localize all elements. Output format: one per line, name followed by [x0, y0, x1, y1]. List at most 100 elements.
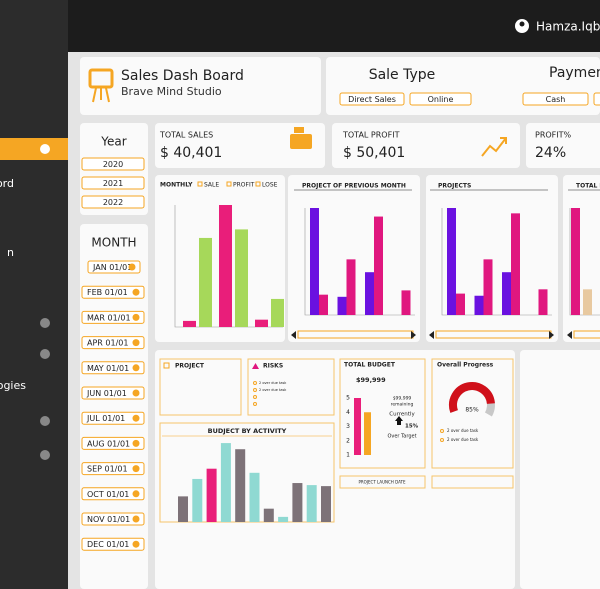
chevron[interactable] — [40, 349, 50, 359]
bar — [538, 289, 548, 315]
filter-label: 2022 — [103, 198, 123, 207]
legend-label: SALE — [204, 182, 219, 189]
board-icon — [88, 68, 114, 89]
bar — [263, 508, 274, 522]
bar — [364, 412, 371, 455]
filter-button[interactable] — [81, 157, 145, 171]
box-title: PROJECT — [175, 363, 205, 370]
bar — [571, 208, 580, 315]
month-label: FEB 01/01 — [87, 288, 128, 297]
month-chevron[interactable] — [132, 339, 140, 347]
chevron[interactable] — [40, 450, 50, 460]
bar — [374, 216, 383, 315]
month-chevron[interactable] — [132, 439, 140, 447]
risk-item: 2 over due task — [259, 381, 287, 385]
month-button[interactable] — [81, 336, 145, 350]
month-button[interactable] — [81, 462, 145, 476]
month-button[interactable] — [81, 487, 145, 501]
side-panel — [520, 350, 600, 589]
bar — [199, 237, 212, 327]
month-chevron[interactable] — [132, 313, 140, 321]
filter-button[interactable] — [81, 176, 145, 190]
month-button[interactable] — [81, 537, 145, 551]
month-button[interactable] — [81, 411, 145, 425]
filter-button[interactable] — [409, 92, 472, 106]
scrollbar[interactable] — [573, 330, 600, 339]
sale-type-title: Sale Type — [369, 67, 436, 83]
month-chevron[interactable] — [132, 288, 140, 296]
sidebar-active[interactable] — [0, 138, 68, 160]
legend-box[interactable] — [226, 181, 232, 187]
month-label: APR 01/01 — [87, 339, 128, 348]
kpi-label: PROFIT% — [535, 131, 572, 140]
progress-item: 2 over due task — [447, 428, 479, 433]
chart-title: PROJECT OF PREVIOUS MONTH — [302, 183, 406, 190]
bar — [401, 290, 411, 315]
month-button[interactable] — [81, 512, 145, 526]
y-tick-label: 3 — [346, 423, 350, 430]
bullet — [253, 402, 257, 406]
month-button[interactable] — [87, 260, 141, 274]
month-chevron[interactable] — [132, 364, 140, 372]
bar — [310, 208, 319, 315]
chevron[interactable] — [40, 318, 50, 328]
month-chevron[interactable] — [132, 515, 140, 523]
board-icon-legs — [92, 87, 110, 103]
chevron[interactable] — [40, 416, 50, 426]
budget-remaining: remaining — [391, 402, 414, 408]
bar — [346, 259, 356, 315]
launch-box — [339, 475, 426, 489]
chevron[interactable] — [40, 144, 50, 154]
box-title: TOTAL BUDGET — [344, 362, 396, 369]
y-tick-label: 1 — [346, 452, 350, 459]
y-tick-label: 2 — [346, 437, 350, 444]
month-button[interactable] — [81, 310, 145, 324]
bar — [206, 468, 217, 522]
filter-button[interactable] — [522, 92, 589, 106]
budget-current: 15% — [405, 424, 419, 430]
bar — [306, 485, 317, 522]
filter-button[interactable] — [81, 195, 145, 209]
box-title: RISKS — [263, 363, 283, 370]
kpi-card — [526, 123, 600, 168]
kpi-value: 24% — [535, 145, 566, 161]
title-panel — [80, 57, 321, 115]
bullet — [253, 388, 257, 392]
bar — [474, 295, 484, 315]
month-button[interactable] — [81, 436, 145, 450]
month-chevron[interactable] — [132, 465, 140, 473]
risks-icon — [252, 363, 259, 369]
box-outlines — [159, 358, 514, 523]
month-label: JUN 01/01 — [86, 389, 127, 398]
month-chevron[interactable] — [132, 414, 140, 422]
filter-label: Direct Sales — [348, 95, 396, 104]
box-title: BUDJECT BY ACTIVITY — [208, 427, 287, 435]
month-chevron[interactable] — [128, 263, 136, 271]
budget-amount: $99,999 — [356, 376, 386, 384]
launch-title: PROJECT LAUNCH DATE — [358, 480, 405, 485]
user-icon-head — [519, 21, 525, 27]
month-chevron[interactable] — [132, 389, 140, 397]
launch-box-2 — [431, 475, 514, 489]
budget-current-label: Currently — [389, 412, 415, 418]
filter-button[interactable] — [593, 92, 600, 106]
month-button[interactable] — [81, 386, 145, 400]
box-title: Overall Progress — [437, 362, 494, 369]
month-panel — [80, 224, 148, 589]
month-button[interactable] — [81, 285, 145, 299]
legend-box[interactable] — [255, 181, 261, 187]
bar — [456, 293, 465, 315]
y-tick-label: 5 — [346, 395, 350, 402]
scroll-arrows[interactable] — [291, 331, 572, 339]
month-chevron[interactable] — [132, 490, 140, 498]
month-label: MAY 01/01 — [87, 364, 129, 373]
bar — [249, 472, 260, 522]
month-chevron[interactable] — [132, 540, 140, 548]
bar — [483, 259, 493, 315]
month-button[interactable] — [81, 361, 145, 375]
filter-button[interactable] — [339, 92, 405, 106]
legend-box[interactable] — [197, 181, 203, 187]
growth-icon — [481, 137, 507, 157]
filter-label: 2020 — [103, 160, 123, 169]
